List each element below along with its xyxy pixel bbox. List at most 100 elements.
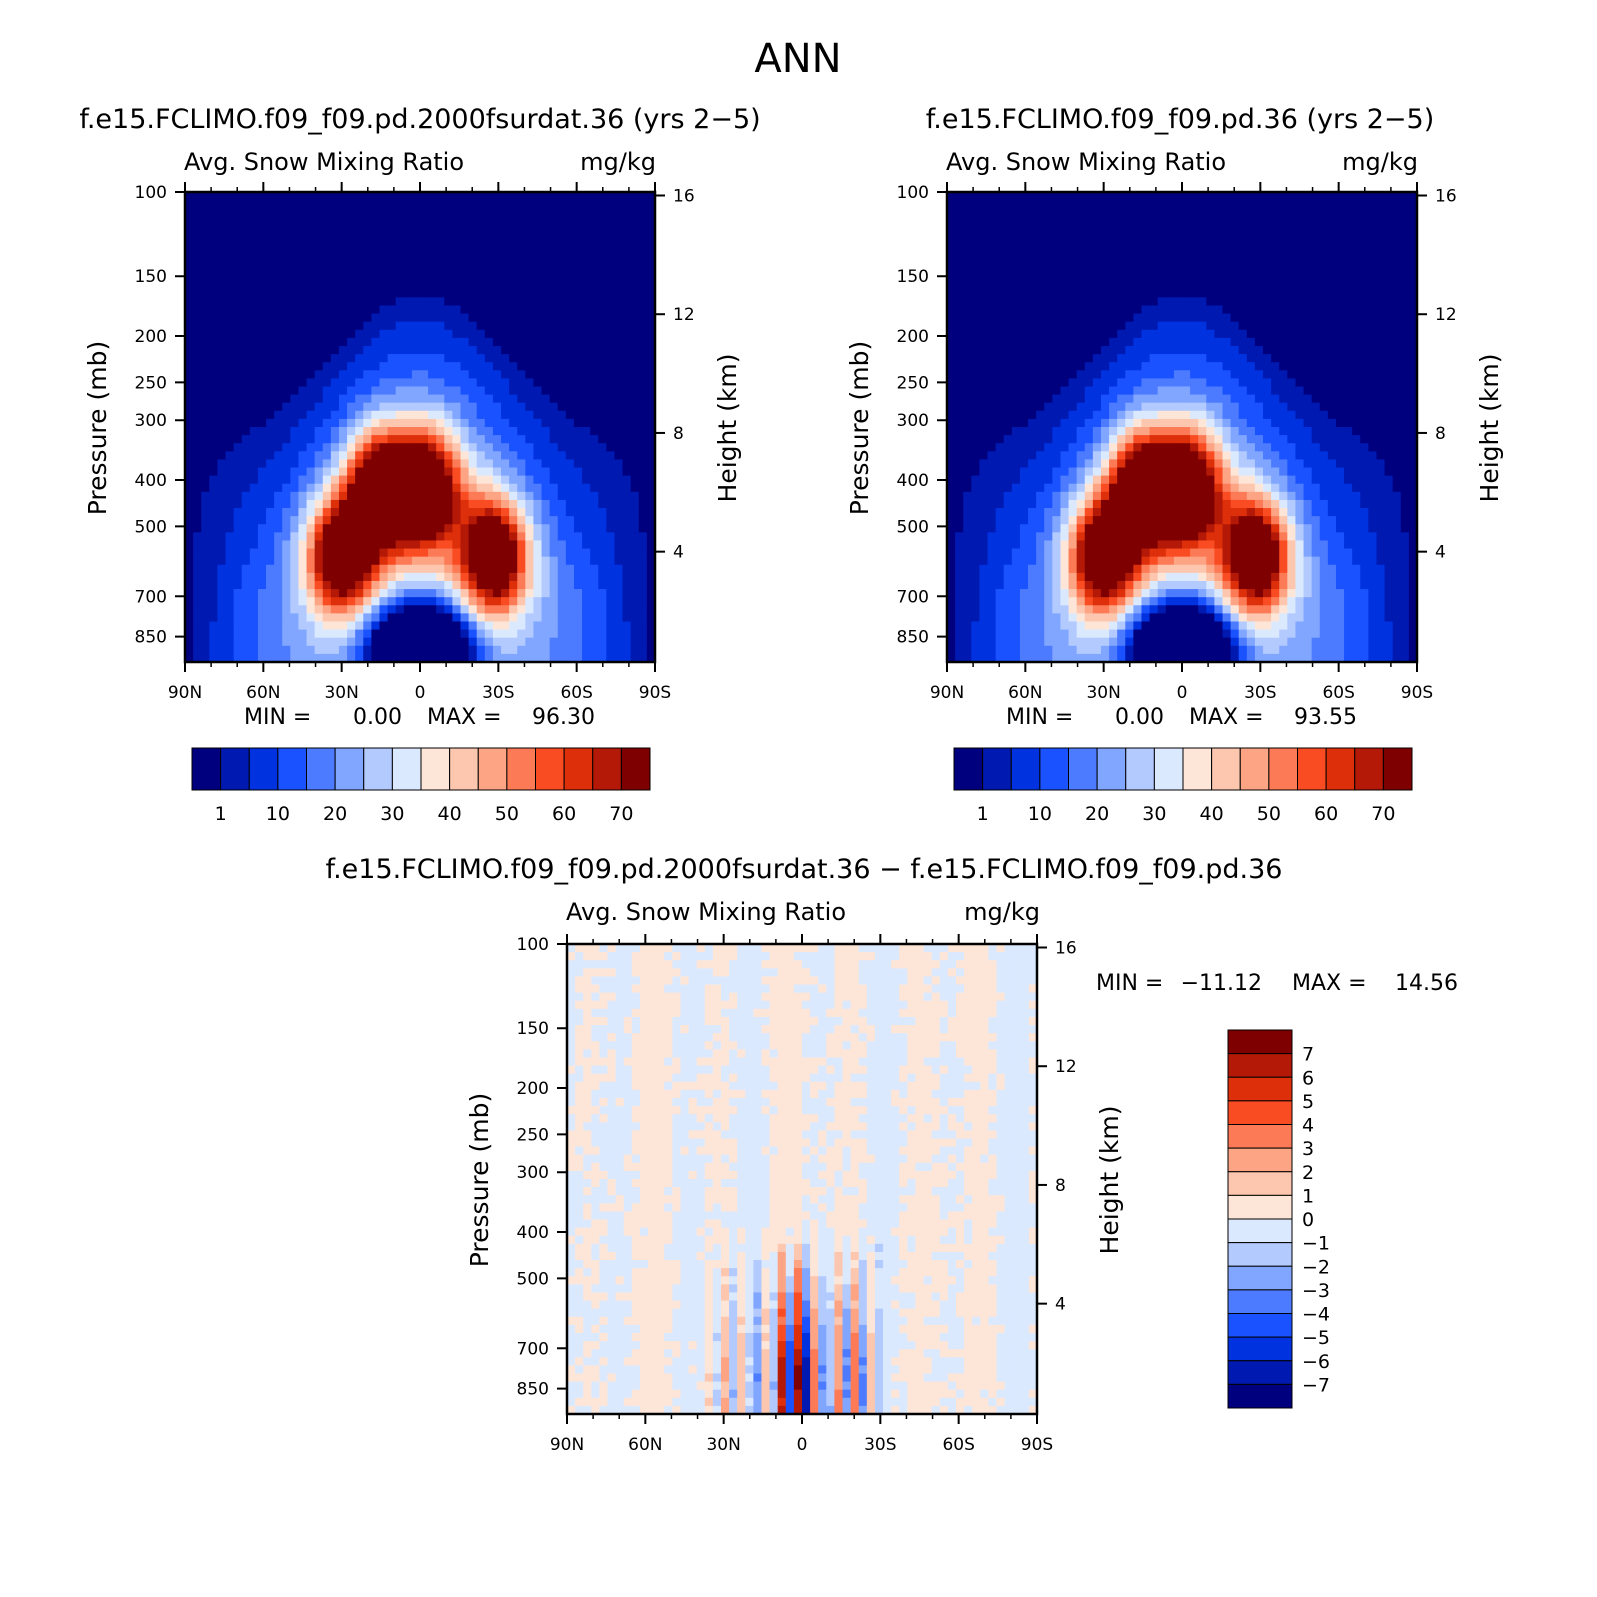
heatmap-cell <box>217 370 227 379</box>
heatmap-cell <box>1028 264 1037 274</box>
heatmap-cell <box>638 467 648 477</box>
heatmap-cell <box>452 192 462 201</box>
heatmap-cell <box>217 418 227 428</box>
heatmap-cell <box>468 491 478 501</box>
heatmap-cell <box>201 370 210 379</box>
heatmap-cell <box>1109 613 1118 623</box>
heatmap-cell <box>590 524 599 533</box>
heatmap-cell <box>1092 427 1102 436</box>
heatmap-cell <box>1036 475 1045 485</box>
heatmap-cell <box>282 621 291 631</box>
heatmap-cell <box>517 508 526 517</box>
heatmap-cell <box>444 264 454 274</box>
heatmap-cell <box>557 402 567 412</box>
heatmap-cell <box>517 556 526 566</box>
y-axis-label: Pressure (mb) <box>83 341 112 515</box>
heatmap-cell <box>185 345 194 355</box>
heatmap-cell <box>1060 629 1070 639</box>
heatmap-cell <box>395 224 405 234</box>
heatmap-cell <box>517 224 526 234</box>
heatmap-cell <box>225 362 235 371</box>
heatmap-cell <box>622 386 632 396</box>
heatmap-cell <box>403 589 413 598</box>
heatmap-cell <box>217 451 227 461</box>
heatmap-cell <box>1125 394 1134 404</box>
heatmap-cell <box>225 475 235 485</box>
heatmap-cell <box>1003 556 1013 566</box>
heatmap-cell <box>1019 281 1029 290</box>
panel-top-left: f.e15.FCLIMO.f09_f09.pd.2000fsurdat.36 (… <box>79 104 760 825</box>
x-tick-label: 60S <box>560 683 592 703</box>
heatmap-cell <box>517 273 526 282</box>
heatmap-cell <box>1117 386 1126 396</box>
heatmap-cell <box>598 637 607 647</box>
heatmap-cell <box>1084 572 1094 582</box>
heatmap-cell <box>557 427 567 436</box>
heatmap-cell <box>395 240 405 250</box>
heatmap-cell <box>533 597 543 606</box>
heatmap-cell <box>282 256 291 266</box>
heatmap-cell <box>347 443 356 452</box>
heatmap-cell <box>987 192 997 201</box>
heatmap-cell <box>330 362 340 371</box>
heatmap-cell <box>955 281 964 290</box>
heatmap-cell <box>387 443 397 452</box>
heatmap-cell <box>314 580 324 590</box>
heatmap-cell <box>557 589 567 598</box>
heatmap-cell <box>1084 402 1094 412</box>
heatmap-cell <box>1141 370 1151 379</box>
heatmap-cell <box>971 605 981 614</box>
heatmap-cell <box>1060 329 1070 339</box>
heatmap-cell <box>646 329 656 339</box>
heatmap-cell <box>387 532 397 542</box>
heatmap-cell <box>1003 313 1013 323</box>
heatmap-cell <box>557 232 567 242</box>
heatmap-cell <box>509 637 518 647</box>
heatmap-cell <box>403 305 413 315</box>
heatmap-cell <box>436 337 445 347</box>
heatmap-cell <box>646 281 656 290</box>
heatmap-cell <box>565 200 575 209</box>
heatmap-cell <box>338 548 348 558</box>
heatmap-cell <box>452 313 462 323</box>
heatmap-cell <box>1052 605 1062 614</box>
heatmap-cell <box>330 548 340 558</box>
heatmap-cell <box>614 556 624 566</box>
heatmap-cell <box>347 540 356 550</box>
heatmap-cell <box>452 613 462 623</box>
heatmap-cell <box>185 256 194 266</box>
heatmap-cell <box>185 216 194 226</box>
heatmap-cell <box>217 200 227 209</box>
heatmap-cell <box>298 256 308 266</box>
heatmap-cell <box>249 329 259 339</box>
heatmap-cell <box>201 402 210 412</box>
heatmap-cell <box>484 645 494 655</box>
heatmap-cell <box>185 418 194 428</box>
heatmap-cell <box>193 289 202 298</box>
heatmap-cell <box>638 354 648 363</box>
heatmap-cell <box>322 516 332 525</box>
heatmap-cell <box>598 524 607 533</box>
heatmap-cell <box>225 418 235 428</box>
heatmap-cell <box>549 354 559 363</box>
heatmap-cell <box>614 256 624 266</box>
heatmap-cell <box>987 273 997 282</box>
heatmap-cell <box>565 289 575 298</box>
heatmap-cell <box>193 216 202 226</box>
heatmap-cell <box>1019 297 1029 307</box>
heatmap-cell <box>509 540 518 550</box>
heatmap-cell <box>468 597 478 606</box>
heatmap-cell <box>979 524 989 533</box>
heatmap-cell <box>444 621 454 631</box>
heatmap-cell <box>282 216 291 226</box>
heatmap-cell <box>314 467 324 477</box>
heatmap-cell <box>225 499 235 509</box>
heatmap-cell <box>436 208 445 217</box>
heatmap-cell <box>492 297 502 307</box>
heatmap-cell <box>193 491 202 501</box>
heatmap-cell <box>379 508 389 517</box>
heatmap-cell <box>549 289 559 298</box>
heatmap-cell <box>1100 264 1110 274</box>
heatmap-cell <box>298 499 308 509</box>
heatmap-cell <box>484 305 494 315</box>
